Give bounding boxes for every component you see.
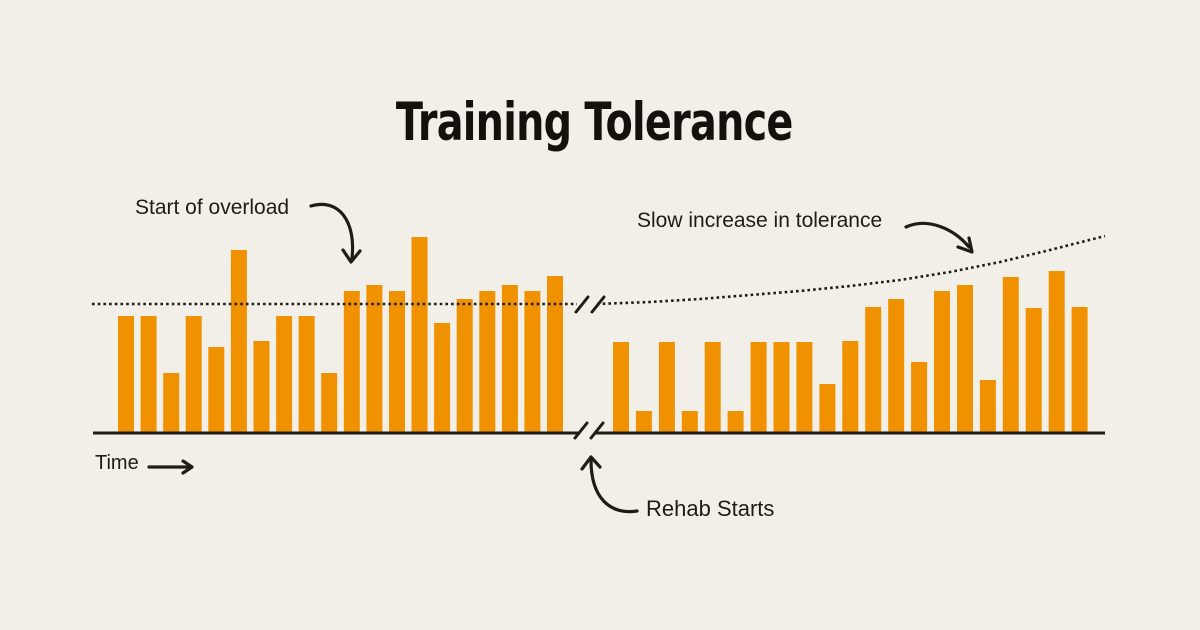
bar (366, 285, 383, 433)
bar (934, 291, 950, 433)
axis-break-slash-icon (590, 295, 606, 314)
x-axis-label: Time (95, 452, 139, 474)
bar (911, 362, 928, 433)
bar (253, 341, 270, 433)
bar (727, 411, 744, 433)
bar (456, 299, 473, 433)
bar (163, 373, 180, 433)
tolerance-lines-group (92, 234, 1106, 306)
bar (796, 342, 813, 433)
bar (434, 323, 451, 433)
bar (389, 291, 405, 433)
bar (979, 380, 996, 433)
bar (704, 342, 721, 433)
bar (524, 291, 541, 433)
bar (888, 299, 905, 433)
bar (479, 291, 496, 433)
bar (547, 276, 563, 433)
annotation-start-of-overload: Start of overload (135, 196, 290, 219)
bar (1048, 271, 1065, 433)
annotation-rehab-starts: Rehab Starts (646, 496, 775, 521)
bar (343, 291, 360, 433)
bar (1025, 308, 1042, 433)
bar (613, 342, 629, 433)
slow-increase-arrow (904, 221, 971, 249)
bar (635, 411, 652, 433)
axis-break-marks (573, 295, 606, 440)
bar (230, 250, 247, 433)
start-of-overload-arrowhead-icon (341, 248, 362, 264)
page-title: Training Tolerance (395, 92, 794, 153)
bar (1071, 307, 1088, 433)
bar (773, 342, 790, 433)
annotation-slow-increase-in-tolerance: Slow increase in tolerance (637, 209, 883, 232)
slow-increase-arrowhead-icon (956, 236, 974, 254)
hand-drawn-arrows (147, 202, 974, 514)
bar (298, 316, 315, 433)
rehab-starts-arrowhead-icon (580, 455, 602, 471)
bar (957, 285, 973, 433)
bar (208, 347, 225, 433)
bar (501, 285, 518, 433)
start-of-overload-arrow (309, 202, 355, 260)
tolerance-line-post-rehab (596, 234, 1106, 306)
bar (1002, 277, 1019, 433)
axis-break-slash-icon (574, 295, 590, 314)
bar (276, 316, 293, 433)
bar (842, 341, 859, 433)
bar (321, 373, 338, 433)
bar (140, 316, 157, 433)
rehab-starts-arrow (589, 458, 639, 514)
time-axis-arrowhead-icon (181, 459, 194, 475)
bar (819, 384, 836, 433)
axis-break-slash-icon (573, 421, 589, 440)
bar (411, 237, 428, 433)
axis-break-slash-icon (589, 421, 605, 440)
bars-group (118, 237, 1088, 433)
bar (118, 316, 134, 433)
bar (658, 342, 675, 433)
bar (750, 342, 767, 433)
bar (681, 411, 698, 433)
bar (185, 316, 202, 433)
bar (865, 307, 882, 433)
